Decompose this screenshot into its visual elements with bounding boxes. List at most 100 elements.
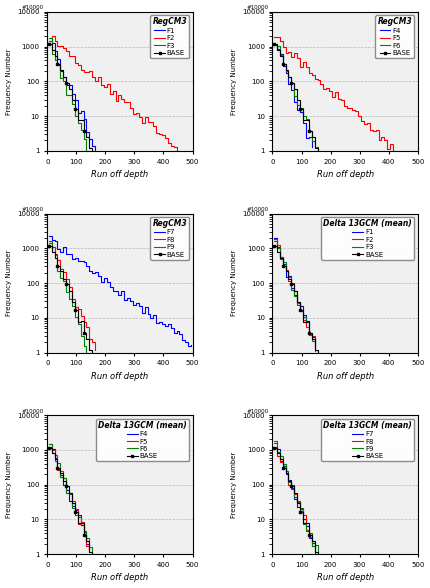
F1 (75, 110, 80, 117)
F5 (382, 136, 387, 143)
BASE (55, 263, 60, 270)
F7 (107, 284, 112, 291)
F8 (283, 469, 288, 476)
F5 (315, 76, 320, 83)
F9 (303, 528, 308, 535)
BASE (58, 469, 63, 476)
F6 (295, 101, 300, 108)
BASE (61, 275, 66, 282)
BASE (280, 464, 285, 471)
F3 (52, 56, 57, 64)
Line: F2: F2 (49, 36, 185, 153)
F6 (283, 68, 288, 75)
F9 (283, 467, 288, 475)
Line: BASE: BASE (47, 245, 94, 357)
F4 (49, 445, 54, 452)
F7 (160, 320, 165, 328)
BASE (306, 531, 311, 538)
F6 (286, 74, 291, 81)
Y-axis label: Frequency Number: Frequency Number (6, 452, 12, 518)
X-axis label: Run off depth: Run off depth (91, 372, 148, 381)
F2 (98, 82, 104, 89)
F1 (286, 273, 291, 280)
F8 (274, 452, 280, 459)
F6 (271, 41, 276, 48)
F6 (292, 92, 297, 99)
F6 (75, 514, 80, 521)
Line: F6: F6 (49, 444, 92, 554)
F5 (379, 133, 384, 141)
BASE (64, 281, 69, 288)
F5 (318, 81, 323, 88)
F4 (301, 119, 306, 126)
F9 (298, 505, 303, 512)
F5 (274, 34, 280, 41)
F1 (61, 74, 66, 81)
F7 (113, 287, 118, 294)
F7 (52, 238, 57, 245)
F9 (78, 332, 83, 339)
F6 (303, 116, 308, 123)
Legend: F1, F2, F3, BASE: F1, F2, F3, BASE (150, 15, 189, 58)
F8 (67, 283, 72, 290)
F4 (72, 507, 77, 514)
F4 (87, 546, 92, 553)
F1 (55, 56, 60, 63)
F7 (139, 309, 144, 316)
F5 (350, 106, 355, 113)
BASE (87, 145, 92, 152)
F1 (72, 96, 77, 103)
F5 (277, 38, 283, 45)
F7 (165, 320, 170, 327)
F6 (49, 449, 54, 456)
F1 (49, 39, 54, 46)
F5 (364, 119, 369, 126)
F7 (180, 337, 185, 344)
F4 (306, 133, 311, 141)
F2 (72, 59, 77, 66)
BASE (61, 477, 66, 484)
BASE (295, 298, 300, 305)
BASE (286, 477, 291, 484)
F1 (69, 90, 74, 97)
F1 (84, 128, 89, 135)
Line: BASE: BASE (47, 43, 94, 155)
F6 (280, 61, 285, 68)
F3 (61, 78, 66, 85)
BASE (271, 444, 276, 451)
F3 (46, 34, 51, 41)
F2 (119, 95, 124, 102)
Y-axis label: Frequency Number: Frequency Number (231, 250, 237, 316)
F5 (69, 497, 74, 504)
F6 (61, 474, 66, 481)
BASE (46, 41, 51, 48)
F6 (84, 534, 89, 542)
F7 (116, 292, 121, 299)
F7 (61, 244, 66, 251)
F8 (87, 335, 92, 342)
F2 (283, 266, 288, 273)
F1 (280, 261, 285, 268)
F2 (64, 48, 69, 55)
F7 (283, 471, 288, 478)
BASE (81, 128, 86, 135)
F2 (84, 69, 89, 76)
F7 (110, 288, 115, 295)
F8 (81, 319, 86, 326)
F1 (303, 318, 308, 325)
F8 (289, 486, 294, 493)
F2 (157, 131, 162, 138)
F9 (280, 460, 285, 467)
Line: F3: F3 (49, 38, 86, 150)
Line: F8: F8 (49, 243, 95, 350)
BASE (277, 456, 283, 463)
F5 (338, 97, 343, 104)
F7 (309, 539, 314, 546)
F2 (75, 62, 80, 69)
F1 (283, 273, 288, 280)
F6 (277, 51, 283, 58)
BASE (303, 116, 308, 123)
F5 (58, 467, 63, 475)
F1 (271, 235, 276, 242)
F5 (87, 546, 92, 553)
